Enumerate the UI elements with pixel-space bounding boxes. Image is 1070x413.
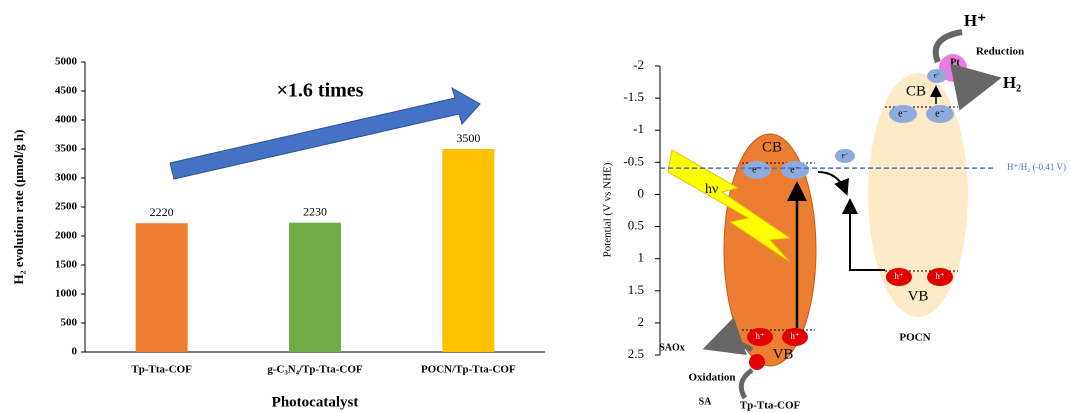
y-tick-label: 500 xyxy=(61,317,78,329)
x-tick-label: POCN/Tp-Tta-COF xyxy=(421,364,516,376)
electron-label: e⁻ xyxy=(934,72,941,80)
y-tick-label: 1000 xyxy=(55,288,78,300)
potential-tick-label: 0.5 xyxy=(628,218,644,233)
y-tick-label: 5000 xyxy=(55,56,78,68)
oxidation-arrow xyxy=(712,343,752,350)
y-axis-title: H₂ evolution rate (μmol/g h) xyxy=(11,130,26,285)
y-tick-label: 1500 xyxy=(55,259,78,271)
x-tick-label: Tp-Tta-COF xyxy=(131,364,192,376)
y-tick-label: 0 xyxy=(72,346,78,358)
data-label: 2230 xyxy=(303,204,327,218)
potential-tick-label: -0.5 xyxy=(623,153,644,168)
light-label: hν xyxy=(705,182,718,197)
cof-vb-label: VB xyxy=(773,346,794,362)
potential-tick-label: -1 xyxy=(633,121,644,136)
potential-tick-label: 1.5 xyxy=(628,282,644,297)
pt-label: Pt xyxy=(950,57,960,68)
annotation: ×1.6 times xyxy=(277,80,364,102)
x-tick-label: g-C₃N₄/Tp-Tta-COF xyxy=(267,364,362,376)
data-label: 3500 xyxy=(456,131,480,145)
potential-tick-label: 2.5 xyxy=(628,346,644,361)
y-tick-label: 4000 xyxy=(55,114,78,126)
y-tick-label: 3000 xyxy=(55,172,78,184)
bar xyxy=(136,223,188,352)
data-label: 2220 xyxy=(150,205,174,219)
reference-label: H⁺/H₂ (-0.41 V) xyxy=(1007,162,1066,172)
proton-label: H⁺ xyxy=(964,11,986,30)
potential-tick-label: -1.5 xyxy=(623,89,644,104)
oxidized-label: SAOx xyxy=(659,342,685,353)
cof-label: Tp-Tta-COF xyxy=(740,400,801,412)
hole-label: h⁺ xyxy=(935,271,945,281)
hole-label: h⁺ xyxy=(894,271,904,281)
transfer-arrow xyxy=(818,172,846,192)
sacrificial-label: SA xyxy=(699,396,713,407)
cof-cb-label: CB xyxy=(762,139,782,155)
reduction-label: Reduction xyxy=(976,46,1024,58)
pocn-band xyxy=(868,73,968,317)
figure: H₂ evolution rate (μmol/g h) Photocataly… xyxy=(0,0,1070,413)
hole-label: h⁺ xyxy=(755,331,765,341)
hole xyxy=(749,354,765,370)
bar xyxy=(289,223,341,352)
electron-label: e⁻ xyxy=(790,164,800,175)
reduction-arrow xyxy=(966,72,990,80)
y-tick-label: 4500 xyxy=(55,85,78,97)
x-axis-title: Photocatalyst xyxy=(272,394,359,410)
y-tick-label: 3500 xyxy=(55,143,78,155)
electron-label: e⁻ xyxy=(898,108,908,119)
potential-tick-label: -2 xyxy=(633,57,644,72)
potential-tick-label: 1 xyxy=(638,250,645,265)
pocn-label: POCN xyxy=(899,332,930,344)
y-tick-label: 2500 xyxy=(55,201,78,213)
electron-label: e⁻ xyxy=(935,108,945,119)
potential-tick-label: 2 xyxy=(638,314,645,329)
oxidation-arrow xyxy=(741,370,752,398)
electron-label: e⁻ xyxy=(752,164,762,175)
bar xyxy=(442,149,494,352)
pocn-vb-label: VB xyxy=(908,288,929,304)
y-tick-label: 2000 xyxy=(55,230,78,242)
trend-arrow xyxy=(170,88,480,179)
potential-tick-label: 0 xyxy=(638,185,645,200)
product-label: H₂ xyxy=(1003,73,1021,92)
hole-label: h⁺ xyxy=(790,331,800,341)
pocn-cb-label: CB xyxy=(906,83,926,99)
potential-axis-title: Potential (V vs NHE) xyxy=(602,162,614,257)
oxidation-label: Oxidation xyxy=(688,372,735,384)
electron-label: e⁻ xyxy=(842,152,849,160)
